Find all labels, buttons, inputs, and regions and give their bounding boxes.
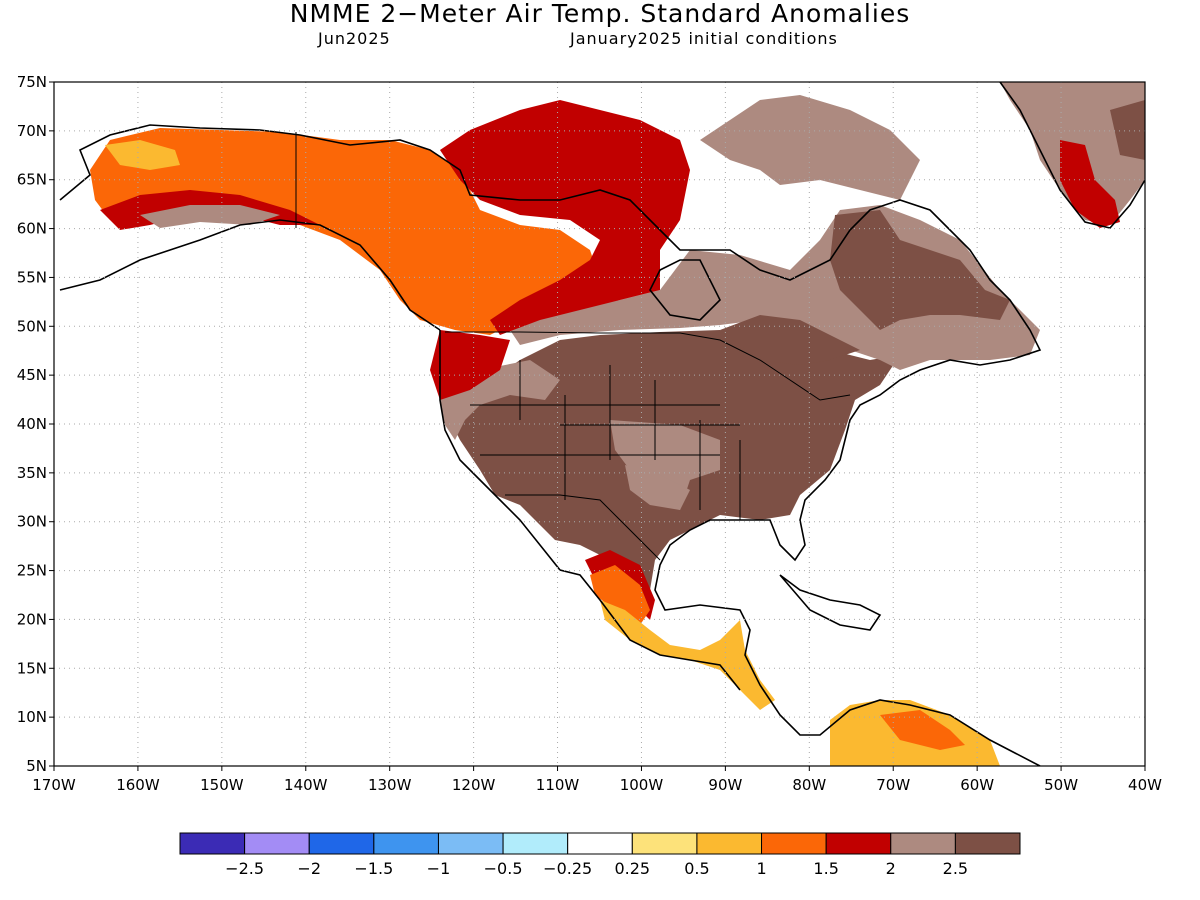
- colorbar-swatch: [890, 832, 956, 855]
- anomaly-region-alaska: [90, 128, 600, 335]
- anomaly-region-mexico-2: [590, 565, 650, 625]
- coastline: [59, 82, 1145, 766]
- lat-tick-label: 5N: [26, 757, 47, 775]
- anomaly-region-texas: [625, 465, 690, 510]
- colorbar-label: −2: [297, 859, 321, 878]
- colorbar-swatch: [825, 832, 892, 855]
- lon-tick-label: 100W: [620, 776, 664, 794]
- colorbar-swatch: [954, 832, 1021, 855]
- anomaly-region-greenland-coast: [1060, 140, 1120, 228]
- anomaly-region-venezuela: [880, 710, 965, 750]
- longitude-ticks: 170W 160W 150W 140W 130W 120W 110W 100W 90W 80W 70…: [32, 766, 1162, 794]
- colorbar: −2.5 −2 −1.5 −1 −0.5 −0.25 0.25 0.5 1 1.5 2 2.5: [179, 832, 1021, 878]
- colorbar-swatch: [437, 832, 504, 855]
- lat-tick-label: 25N: [17, 562, 47, 580]
- anomaly-region-alaska-north: [105, 140, 180, 170]
- anomaly-field: [90, 82, 1145, 766]
- lat-tick-label: 30N: [17, 513, 47, 531]
- lon-tick-label: 50W: [1044, 776, 1078, 794]
- lon-tick-label: 160W: [116, 776, 160, 794]
- colorbar-label: −1: [427, 859, 451, 878]
- lat-tick-label: 65N: [17, 171, 47, 189]
- lat-tick-label: 40N: [17, 415, 47, 433]
- colorbar-label: 2.5: [943, 859, 968, 878]
- lon-tick-label: 40W: [1128, 776, 1162, 794]
- lon-tick-label: 90W: [708, 776, 742, 794]
- colorbar-label: 0.5: [684, 859, 709, 878]
- lon-tick-label: 150W: [200, 776, 244, 794]
- anomaly-region-quebec: [830, 210, 1010, 330]
- anomaly-region-mexico-3: [600, 600, 775, 710]
- initial-conditions: January2025 initial conditions: [570, 29, 838, 48]
- colorbar-label: 2: [886, 859, 896, 878]
- lon-tick-label: 80W: [792, 776, 826, 794]
- map-title: NMME 2−Meter Air Temp. Standard Anomalie…: [289, 0, 911, 28]
- colorbar-label: −2.5: [225, 859, 264, 878]
- lat-tick-label: 35N: [17, 464, 47, 482]
- graticule: [54, 82, 1145, 766]
- anomaly-region-plains: [610, 420, 720, 510]
- anomaly-region-hudson: [440, 100, 690, 335]
- anomaly-region-ontario: [720, 315, 860, 365]
- lon-tick-label: 130W: [368, 776, 412, 794]
- colorbar-label: 1.5: [813, 859, 838, 878]
- latitude-ticks: 75N 70N 65N 60N 55N 50N 45N 40N 35N 30N 25N 20N 15N 1…: [17, 73, 54, 775]
- lat-tick-label: 10N: [17, 708, 47, 726]
- lat-tick-label: 15N: [17, 659, 47, 677]
- lat-tick-label: 50N: [17, 317, 47, 335]
- anomaly-region-arctic-east: [700, 95, 920, 200]
- lon-tick-label: 110W: [536, 776, 580, 794]
- lon-tick-label: 70W: [876, 776, 910, 794]
- lat-tick-label: 60N: [17, 220, 47, 238]
- colorbar-swatch: [567, 832, 633, 855]
- colorbar-label: −0.25: [543, 859, 592, 878]
- colorbar-swatch: [696, 832, 763, 855]
- anomaly-region-pacific-nw: [430, 330, 510, 400]
- colorbar-swatch: [761, 832, 827, 855]
- lon-tick-label: 60W: [960, 776, 994, 794]
- lat-tick-label: 75N: [17, 73, 47, 91]
- anomaly-region-alaska-interior: [140, 205, 280, 228]
- lat-tick-label: 20N: [17, 610, 47, 628]
- colorbar-label: 1: [756, 859, 766, 878]
- colorbar-swatch: [179, 832, 246, 855]
- colorbar-label: 0.25: [614, 859, 650, 878]
- colorbar-swatch: [373, 832, 439, 855]
- colorbar-label: −1.5: [354, 859, 393, 878]
- borders: [295, 132, 851, 561]
- colorbar-swatch: [244, 832, 310, 855]
- colorbar-swatch: [308, 832, 375, 855]
- colorbar-label: −0.5: [484, 859, 523, 878]
- lon-tick-label: 120W: [452, 776, 496, 794]
- lon-tick-label: 140W: [284, 776, 328, 794]
- lat-tick-label: 45N: [17, 366, 47, 384]
- colorbar-swatch: [502, 832, 569, 855]
- lon-tick-label: 170W: [32, 776, 76, 794]
- lat-tick-label: 55N: [17, 268, 47, 286]
- anomaly-region-greenland-core: [1110, 100, 1145, 160]
- lat-tick-label: 70N: [17, 122, 47, 140]
- forecast-month: Jun2025: [318, 29, 391, 48]
- colorbar-swatch: [631, 832, 698, 855]
